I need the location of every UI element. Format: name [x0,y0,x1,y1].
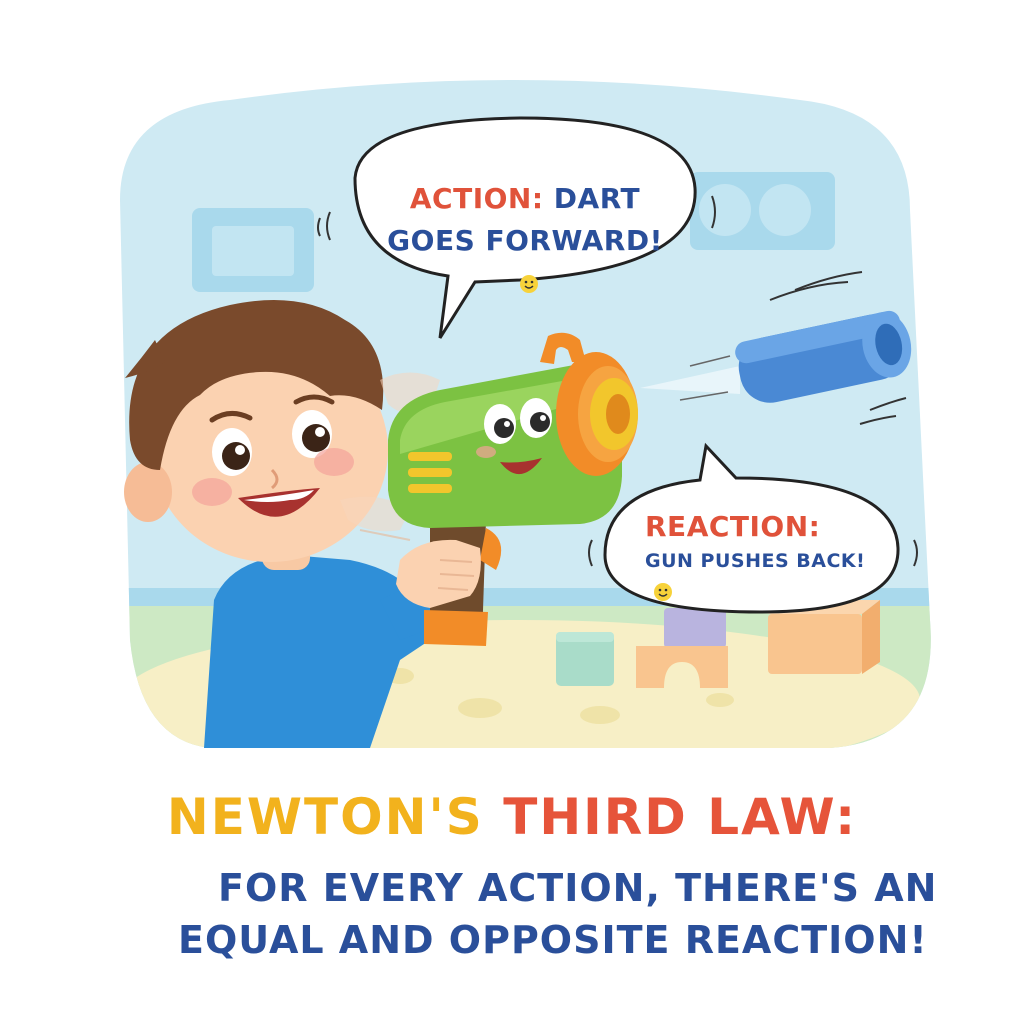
reaction-label: REACTION: [645,510,821,543]
caption-line2: EQUAL AND OPPOSITE REACTION! [178,918,928,962]
toy-block-arch [636,646,728,688]
toy-block-purple [664,608,726,648]
boy-character [124,300,470,748]
caption-line1: FOR EVERY ACTION, THERE'S AN [218,866,938,910]
smiley-icon [520,275,538,293]
title-law: LAW: [707,788,858,846]
foam-dart [640,271,912,425]
reaction-speech-bubble [588,442,918,614]
reaction-line: GUN PUSHES BACK! [645,550,866,572]
toy-block-orange [768,614,862,674]
title-newtons: NEWTON'S [166,788,484,846]
action-label: ACTION: [409,182,544,215]
action-line1: DART [553,182,641,215]
action-line2: GOES FORWARD! [387,224,663,257]
toy-block-green [556,632,614,686]
action-bubble-text: ACTION: DART GOES FORWARD! [380,178,670,304]
action-speech-bubble [317,116,716,339]
title-third: THIRD [503,788,688,846]
toy-blaster [388,332,638,646]
reaction-bubble-text: REACTION: GUN PUSHES BACK! [615,508,885,606]
boy-hair [129,300,384,470]
boy-shirt [204,555,430,748]
caption-title: NEWTON'S THIRD LAW: [0,788,1024,846]
smiley-icon [654,582,672,601]
